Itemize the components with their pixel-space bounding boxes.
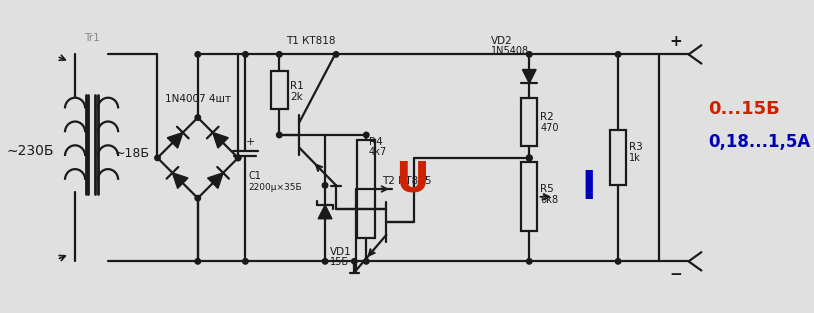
Bar xyxy=(521,162,537,231)
Polygon shape xyxy=(173,173,188,188)
Text: U: U xyxy=(395,159,429,201)
Text: R3: R3 xyxy=(629,142,643,152)
Circle shape xyxy=(235,155,241,161)
Text: R2: R2 xyxy=(540,112,554,122)
Circle shape xyxy=(364,132,369,138)
Text: VD1: VD1 xyxy=(330,247,352,257)
Circle shape xyxy=(243,52,248,57)
Text: 1k: 1k xyxy=(629,153,641,163)
Polygon shape xyxy=(208,173,223,188)
Text: VD2: VD2 xyxy=(491,36,513,46)
Circle shape xyxy=(277,132,282,138)
Circle shape xyxy=(527,155,532,161)
Text: −: − xyxy=(669,267,682,282)
Circle shape xyxy=(195,259,200,264)
Polygon shape xyxy=(318,205,332,219)
Text: R5: R5 xyxy=(540,183,554,193)
Circle shape xyxy=(527,52,532,57)
Text: 1N5408: 1N5408 xyxy=(491,46,529,56)
Circle shape xyxy=(235,155,241,161)
Bar xyxy=(521,98,537,146)
Circle shape xyxy=(615,259,621,264)
Text: C1: C1 xyxy=(248,171,261,181)
Circle shape xyxy=(322,182,328,188)
Text: I: I xyxy=(581,169,596,207)
Polygon shape xyxy=(523,69,536,83)
Text: +: + xyxy=(669,34,682,49)
Text: 2k: 2k xyxy=(291,91,303,101)
Text: 0,18...1,5A: 0,18...1,5A xyxy=(708,133,810,151)
Circle shape xyxy=(615,52,621,57)
Text: 15Б: 15Б xyxy=(330,257,348,267)
Circle shape xyxy=(243,259,248,264)
Text: 6к8: 6к8 xyxy=(540,195,558,204)
Text: R4: R4 xyxy=(369,137,383,147)
Circle shape xyxy=(352,259,357,264)
Text: Tr1: Tr1 xyxy=(84,33,99,43)
Bar xyxy=(610,131,626,185)
Text: T1 КТ818: T1 КТ818 xyxy=(286,36,335,46)
Circle shape xyxy=(527,155,532,161)
Circle shape xyxy=(195,52,200,57)
Text: R1: R1 xyxy=(291,80,304,90)
Text: 470: 470 xyxy=(540,123,558,133)
Text: 1N4007 4шт: 1N4007 4шт xyxy=(164,94,231,104)
Bar xyxy=(357,140,375,239)
Text: ∼18Б: ∼18Б xyxy=(114,147,149,160)
Circle shape xyxy=(527,155,532,161)
Circle shape xyxy=(364,259,369,264)
Circle shape xyxy=(333,52,339,57)
Text: ∼230Б: ∼230Б xyxy=(7,144,54,157)
Circle shape xyxy=(277,52,282,57)
Text: T2 КТ815: T2 КТ815 xyxy=(382,176,431,186)
Circle shape xyxy=(155,155,160,161)
Circle shape xyxy=(322,259,328,264)
Text: 0...15Б: 0...15Б xyxy=(708,100,780,118)
Circle shape xyxy=(527,259,532,264)
Text: +: + xyxy=(245,137,255,147)
Polygon shape xyxy=(168,132,183,148)
Circle shape xyxy=(195,115,200,120)
Text: 4к7: 4к7 xyxy=(369,147,387,157)
Polygon shape xyxy=(212,132,228,148)
Circle shape xyxy=(195,195,200,201)
Bar xyxy=(271,71,287,109)
Text: 2200μ×35Б: 2200μ×35Б xyxy=(248,183,302,192)
